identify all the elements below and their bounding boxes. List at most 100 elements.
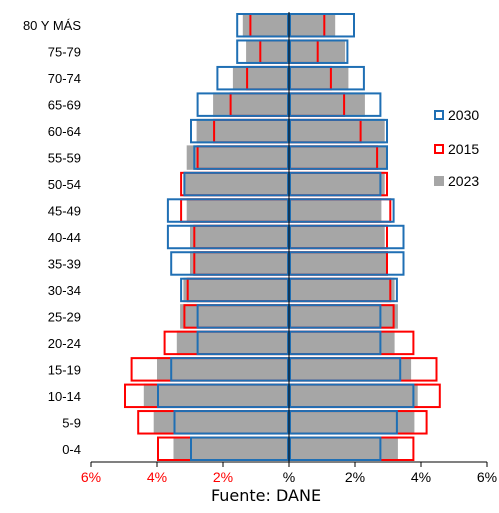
y-category-label: 0-4 [62, 442, 81, 457]
y-category-label: 10-14 [48, 389, 81, 404]
bar-2030-left-0-4 [190, 436, 289, 462]
bar-2030-right-30-34 [289, 277, 398, 303]
bar-2030-right-40-44 [289, 224, 405, 250]
bar-2023-left-40-44 [190, 224, 289, 250]
y-category-label: 50-54 [48, 177, 81, 192]
legend-label-2023: 2023 [448, 173, 479, 189]
bar-2030-left-30-34 [180, 277, 290, 303]
bar-2023-right-80-y-m-s [289, 13, 336, 38]
legend-label-2015: 2015 [448, 141, 479, 157]
bars-layer [124, 13, 441, 462]
bar-2030-right-75-79 [289, 39, 349, 64]
bar-2023-right-30-34 [289, 277, 395, 303]
bar-2023-left-60-64 [196, 118, 289, 144]
bar-2030-right-60-64 [289, 118, 388, 144]
bar-2023-left-70-74 [232, 65, 289, 91]
bar-2023-right-45-49 [289, 198, 382, 223]
bar-2023-left-10-14 [143, 383, 289, 409]
bar-2023-left-35-39 [190, 251, 289, 276]
bar-2023-left-75-79 [246, 39, 289, 64]
bar-2030-right-15-19 [289, 357, 402, 382]
bar-2030-left-20-24 [196, 330, 290, 356]
x-tick-label: 2% [345, 469, 365, 485]
legend-swatch-2030 [434, 110, 444, 120]
source-note: Fuente: DANE [211, 486, 321, 505]
y-category-label: 70-74 [48, 71, 81, 86]
bar-2030-right-5-9 [289, 410, 398, 435]
y-category-label: 60-64 [48, 124, 81, 139]
bar-2030-right-65-69 [289, 92, 382, 117]
legend-label-2030: 2030 [448, 107, 479, 123]
bar-2023-left-15-19 [157, 357, 289, 382]
bar-2030-right-10-14 [289, 383, 415, 409]
bar-2030-left-70-74 [216, 65, 289, 91]
bar-2023-left-20-24 [176, 330, 289, 356]
bar-2023-right-25-29 [289, 304, 398, 329]
bar-2030-left-55-59 [193, 145, 289, 170]
bar-2023-right-35-39 [289, 251, 388, 276]
bar-2023-right-5-9 [289, 410, 415, 435]
bar-2030-left-65-69 [196, 92, 290, 117]
x-tick-label: 6% [477, 469, 497, 485]
bar-2023-left-50-54 [183, 171, 289, 197]
bar-2030-right-55-59 [289, 145, 388, 170]
bar-2023-left-25-29 [180, 304, 289, 329]
bar-2030-left-5-9 [173, 410, 289, 435]
bar-2030-right-35-39 [289, 251, 405, 276]
bar-2030-right-50-54 [289, 171, 382, 197]
y-axis-labels: 80 Y MÁS 75-79 70-74 65-69 60-64 55-59 50-54 45… [23, 18, 81, 457]
y-category-label: 75-79 [48, 45, 81, 60]
bar-2030-left-35-39 [170, 251, 289, 276]
x-tick-label: 4% [411, 469, 431, 485]
legend-swatch-2023 [434, 176, 444, 186]
bar-2023-right-70-74 [289, 65, 349, 91]
bar-2030-left-45-49 [166, 198, 289, 223]
bar-2023-left-30-34 [183, 277, 289, 303]
bar-2023-right-10-14 [289, 383, 418, 409]
bar-2030-right-70-74 [289, 65, 365, 91]
bar-2023-left-0-4 [173, 436, 289, 461]
bar-2030-left-75-79 [236, 39, 289, 64]
bar-2023-right-65-69 [289, 92, 365, 117]
bar-2023-left-55-59 [186, 145, 289, 170]
legend-swatch-2015 [434, 144, 444, 154]
bar-2030-left-15-19 [170, 357, 289, 382]
y-category-label: 40-44 [48, 230, 81, 245]
bar-2023-right-15-19 [289, 357, 412, 382]
y-category-label: 30-34 [48, 283, 81, 298]
bar-2030-right-45-49 [289, 198, 395, 223]
x-tick-label: 2% [213, 469, 233, 485]
bar-2030-left-10-14 [157, 383, 289, 409]
bar-2030-left-60-64 [190, 118, 289, 144]
y-category-label: 65-69 [48, 98, 81, 113]
bar-2030-right-25-29 [289, 304, 382, 329]
bar-2023-right-60-64 [289, 118, 385, 144]
y-category-label: 55-59 [48, 151, 81, 166]
bar-2030-right-20-24 [289, 330, 382, 356]
bar-2023-right-20-24 [289, 330, 395, 356]
x-tick-label: % [283, 469, 295, 485]
bar-2023-left-65-69 [213, 92, 289, 117]
y-category-label: 80 Y MÁS [23, 18, 81, 33]
bar-2023-right-0-4 [289, 436, 398, 461]
bar-2030-left-25-29 [196, 304, 290, 329]
bar-2030-right-0-4 [289, 436, 382, 462]
bar-2030-right-80-y-m-s [289, 13, 355, 38]
y-category-label: 5-9 [62, 415, 81, 430]
bar-2030-left-50-54 [183, 171, 289, 197]
y-category-label: 35-39 [48, 256, 81, 271]
bar-2030-left-80-y-m-s [236, 13, 289, 38]
y-category-label: 45-49 [48, 204, 81, 219]
bar-2023-left-5-9 [153, 410, 289, 435]
x-tick-label: 6% [81, 469, 101, 485]
bar-2023-left-45-49 [186, 198, 289, 223]
bar-2030-left-40-44 [166, 224, 289, 250]
x-tick-label: 4% [147, 469, 167, 485]
bar-2023-right-55-59 [289, 145, 388, 170]
y-category-label: 15-19 [48, 362, 81, 377]
y-category-label: 25-29 [48, 309, 81, 324]
bar-2023-right-40-44 [289, 224, 385, 250]
x-axis: 6% 4% 2%% 2% 4% 6% [81, 12, 497, 485]
legend: 2030 2015 2023 [434, 107, 479, 189]
